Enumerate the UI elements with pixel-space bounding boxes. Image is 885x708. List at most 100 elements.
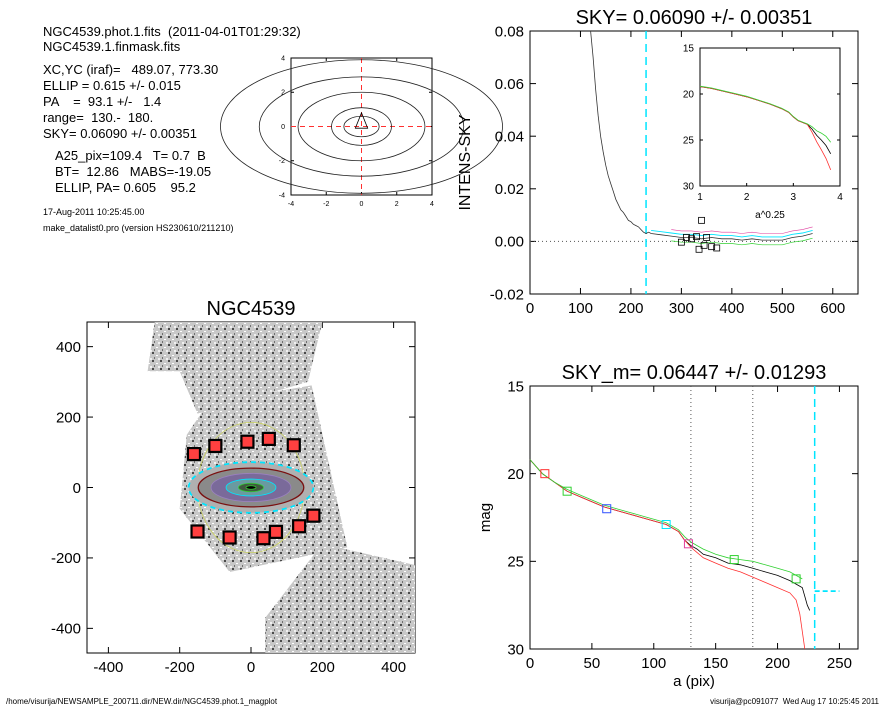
- info-mask-line: NGC4539.1.finmask.fits: [43, 39, 181, 54]
- y-tick-label: 20: [683, 90, 695, 101]
- x-tick-label: 0: [247, 659, 255, 676]
- magnitude-profile-plot: 0 50 100 150 200 250 15 20 25 30 SKY_m= 0.06447 +/…: [477, 362, 859, 690]
- y-tick-label: 15: [683, 44, 695, 55]
- sky-profile-plot: 0 100 200 300 400 500 600 -0.02 0.00 0.02 0.04 0.06…: [457, 7, 859, 317]
- x-tick-label: 200: [310, 659, 335, 676]
- x-tick-label: 3: [791, 192, 797, 203]
- x-tick-label: 100: [568, 300, 593, 317]
- image-content: [147, 322, 415, 653]
- y-tick-label: 0.00: [495, 234, 524, 251]
- y-tick-label: -400: [51, 621, 81, 638]
- footer-path: /home/visurija/NEWSAMPLE_200711.dir/NEW.…: [6, 697, 278, 706]
- x-tick-label: 2: [744, 192, 750, 203]
- y-tick-label: 30: [683, 182, 695, 193]
- x-tick-label: 500: [770, 300, 795, 317]
- x-tick-label: 250: [827, 655, 852, 672]
- x-tick-label: 0: [526, 300, 534, 317]
- mag-sample-square: [562, 486, 572, 496]
- y-tick-label: 0.02: [495, 181, 524, 198]
- y-tick-label: 15: [507, 378, 524, 395]
- image-strip-bottom: [265, 543, 415, 653]
- galaxy-nucleus: [245, 485, 257, 490]
- x-tick-label: 200: [618, 300, 643, 317]
- x-tick-label: -200: [165, 659, 195, 676]
- info-range-line: range= 130.- 180.: [43, 110, 154, 125]
- mag-sample-square: [661, 520, 671, 530]
- x-tick-label: -4: [288, 201, 294, 208]
- sky-sample-square: [708, 243, 716, 251]
- y-tick-label: 0.08: [495, 23, 524, 40]
- sky-sample-square: [713, 244, 721, 252]
- x-tick-label: 400: [719, 300, 744, 317]
- x-axis-label: a (pix): [673, 673, 715, 690]
- mag-profile-black: [529, 459, 811, 611]
- x-tick-label: 400: [381, 659, 406, 676]
- info-bt-line: BT= 12.86 MABS=-19.05: [55, 164, 212, 179]
- mask-region: [256, 531, 271, 546]
- mask-region: [222, 530, 237, 545]
- sky-green-profile: [671, 237, 813, 246]
- y-tick-label: -4: [279, 192, 285, 199]
- sky-sample-square: [695, 245, 703, 253]
- chart-title: SKY= 0.06090 +/- 0.00351: [576, 7, 813, 29]
- y-tick-label: -0.02: [490, 286, 524, 303]
- y-tick-label: -200: [51, 550, 81, 567]
- sky-sample-square: [688, 235, 695, 243]
- y-tick-label: 30: [507, 641, 524, 658]
- info-sky-line: SKY= 0.06090 +/- 0.00351: [43, 126, 197, 141]
- x-tick-label: -400: [93, 659, 123, 676]
- sky-sample-square: [698, 216, 705, 224]
- sky-sample-square: [683, 234, 690, 241]
- center-marker: [354, 111, 369, 129]
- chart-title: SKY_m= 0.06447 +/- 0.01293: [562, 362, 827, 384]
- x-tick-label: 4: [837, 192, 843, 203]
- sky-sample-square: [700, 241, 708, 249]
- info-file-line: NGC4539.phot.1.fits (2011-04-01T01:29:32…: [43, 24, 301, 39]
- contour-line: [220, 59, 503, 194]
- intensity-profile: [590, 30, 813, 241]
- x-tick-label: -2: [323, 201, 329, 208]
- mag-sample-square: [729, 555, 739, 565]
- mask-region: [208, 438, 223, 454]
- y-axis-label: mag: [477, 503, 494, 532]
- x-tick-label: 0: [360, 201, 364, 208]
- x-tick-label: 150: [703, 655, 728, 672]
- sky-sample-square: [703, 234, 711, 241]
- mag-profile-red: [529, 459, 806, 650]
- mag-sample-square: [602, 504, 612, 514]
- inset-profile-green: [699, 85, 832, 143]
- image-strip-top: [147, 322, 323, 414]
- mask-region: [261, 431, 276, 447]
- x-tick-label: 100: [641, 655, 666, 672]
- x-tick-label: 200: [765, 655, 790, 672]
- mask-region: [240, 434, 255, 449]
- info-program: make_datalist0.pro (version HS230610/211…: [43, 223, 234, 233]
- y-tick-label: -2: [279, 158, 285, 165]
- y-tick-label: 0.04: [495, 128, 524, 145]
- contour-line: [343, 115, 380, 138]
- contour-line: [258, 76, 465, 177]
- y-tick-label: 0: [281, 124, 285, 131]
- y-tick-label: 20: [507, 466, 524, 483]
- sky-magenta-profile: [671, 226, 813, 234]
- x-tick-label: 0: [526, 655, 534, 672]
- plot-frame: [529, 30, 859, 295]
- mag-profile-green: [529, 459, 803, 580]
- y-axis-label: INTENS-SKY: [457, 114, 474, 210]
- mask-region: [286, 438, 301, 453]
- info-ellip-pa-line: ELLIP, PA= 0.605 95.2: [55, 180, 196, 195]
- contour-line: [331, 107, 392, 146]
- sky-sample-square: [677, 238, 685, 246]
- y-tick-label: 0.06: [495, 76, 524, 93]
- x-tick-label: 4: [430, 201, 434, 208]
- info-a25-line: A25_pix=109.4 T= 0.7 B: [55, 148, 206, 163]
- info-ellip-line: ELLIP = 0.615 +/- 0.015: [43, 78, 181, 93]
- mask-region: [190, 524, 205, 539]
- chart-title: NGC4539: [207, 298, 296, 320]
- info-pa-line: PA = 93.1 +/- 1.4: [43, 94, 162, 109]
- x-tick-label: 2: [395, 201, 399, 208]
- x-tick-label: 50: [584, 655, 601, 672]
- mask-region: [292, 519, 307, 534]
- y-tick-label: 200: [56, 409, 81, 426]
- y-tick-label: 4: [281, 55, 285, 62]
